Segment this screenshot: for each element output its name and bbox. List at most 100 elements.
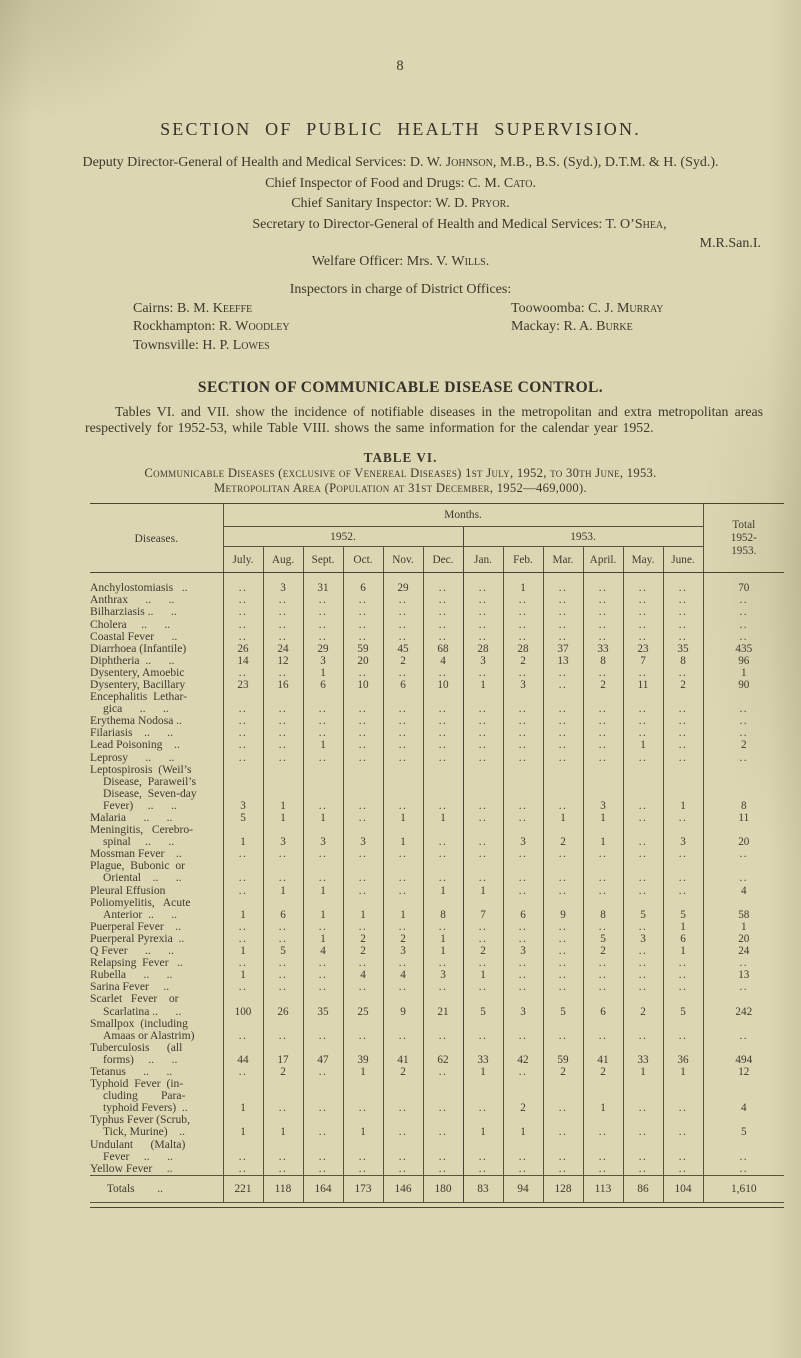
value-cell: .. xyxy=(582,969,623,982)
value-cell: .. xyxy=(422,957,463,970)
value-cell: 2 xyxy=(662,678,704,692)
disease-name-cell: Filariasis .. .. xyxy=(90,726,224,740)
value-cell: .. xyxy=(622,572,663,595)
section-title-communicable-disease-control: SECTION OF COMMUNICABLE DISEASE CONTROL. xyxy=(197,379,604,396)
value-cell: 23 xyxy=(222,678,263,692)
value-cell: .. xyxy=(262,1162,303,1176)
value-cell: .. xyxy=(622,630,663,643)
value-cell: .. xyxy=(302,1078,343,1115)
value-cell: .. xyxy=(542,1017,583,1042)
disease-name-cell: Smallpox (including Amaas or Alastrim) xyxy=(90,1017,224,1042)
value-cell: 68 xyxy=(422,642,463,655)
value-cell: .. xyxy=(622,957,663,970)
value-cell: .. xyxy=(382,691,423,716)
disease-name-line: Mossman Fever .. xyxy=(90,847,182,861)
disease-name-cell: Puerperal Fever .. xyxy=(90,920,224,933)
totals-value-cell: 113 xyxy=(582,1174,623,1203)
value-cell: .. xyxy=(582,1114,623,1139)
disease-name-line: Erythema Nodosa .. xyxy=(90,714,183,728)
value-cell: 2 xyxy=(382,932,423,946)
value-cell: 2 xyxy=(382,1065,423,1079)
value-cell: .. xyxy=(662,957,704,970)
value-cell: .. xyxy=(262,594,303,607)
value-cell: .. xyxy=(422,763,463,812)
value-cell: .. xyxy=(342,1162,383,1176)
disease-name-cell: Relapsing Fever .. xyxy=(90,957,224,970)
value-cell: .. xyxy=(222,848,263,861)
table-row: Filariasis .. ..........................… xyxy=(90,726,785,740)
value-cell: 8 xyxy=(582,654,623,667)
officer-line: Secretary to Director-General of Health … xyxy=(0,215,801,236)
value-cell: 4 xyxy=(302,945,343,958)
value-cell: .. xyxy=(662,969,704,982)
disease-name-cell: Pleural Effusion xyxy=(90,884,224,897)
value-cell: .. xyxy=(302,727,343,740)
total-cell: 12 xyxy=(702,1065,785,1079)
value-cell: .. xyxy=(422,727,463,740)
table-row: Dysentery, Bacillary 23 16 6 10 6 10 1 3.. 2 11 2 90 xyxy=(90,678,785,692)
value-cell: .. xyxy=(382,630,423,643)
value-cell: .. xyxy=(382,1138,423,1163)
disease-name-cell: Erythema Nodosa .. xyxy=(90,714,224,728)
value-cell: 5 xyxy=(622,896,663,921)
officer-post-text: , xyxy=(663,216,667,232)
value-cell: .. xyxy=(542,920,583,933)
disease-name-cell: Diphtheria .. .. xyxy=(90,654,224,667)
value-cell: 12 xyxy=(262,654,303,667)
disease-name-line: Anthrax .. .. xyxy=(90,593,175,607)
value-cell: 1 xyxy=(302,896,343,921)
value-cell: .. xyxy=(302,618,343,631)
value-cell: 33 xyxy=(582,642,623,655)
value-cell: .. xyxy=(502,932,543,946)
total-cell: 5 xyxy=(702,1114,785,1139)
value-cell: 41 xyxy=(382,1041,423,1066)
table-row: Tetanus .. .... 2.. 1 2.. 1.. 2 2 1 1 12 xyxy=(90,1065,785,1079)
total-cell: .. xyxy=(702,981,785,994)
value-cell: 31 xyxy=(302,572,343,595)
value-cell: 2 xyxy=(622,993,663,1018)
disease-name-line: typhoid Fevers) .. xyxy=(103,1101,188,1115)
value-cell: 4 xyxy=(342,969,383,982)
col-header-year-1952: 1952. xyxy=(223,526,463,548)
table-row: Pleural Effusion.. 1 1.... 1 1.......... 4 xyxy=(90,884,785,897)
total-cell: .. xyxy=(702,1138,785,1163)
value-cell: .. xyxy=(582,751,623,764)
value-cell: 6 xyxy=(302,678,343,692)
value-cell: 2 xyxy=(542,824,583,849)
disease-name-line: Malaria .. .. xyxy=(90,811,173,824)
value-cell: .. xyxy=(302,860,343,885)
value-cell: .. xyxy=(382,594,423,607)
value-cell: .. xyxy=(462,572,503,595)
value-cell: .. xyxy=(622,606,663,619)
value-cell: 2 xyxy=(542,1065,583,1079)
table-row: Tuberculosis (all forms) .. .. 44 17 47 39 41 6… xyxy=(90,1041,785,1066)
value-cell: 3 xyxy=(462,654,503,667)
value-cell: .. xyxy=(582,630,623,643)
value-cell: 10 xyxy=(342,678,383,692)
officer-line: Chief Inspector of Food and Drugs: C. M.… xyxy=(0,174,801,195)
value-cell: .. xyxy=(262,691,303,716)
value-cell: 45 xyxy=(382,642,423,655)
value-cell: .. xyxy=(262,606,303,619)
value-cell: .. xyxy=(222,572,263,595)
value-cell: 59 xyxy=(342,642,383,655)
disease-name-line: Filariasis .. .. xyxy=(90,726,174,740)
total-cell: .. xyxy=(702,1017,785,1042)
total-cell: .. xyxy=(702,727,785,740)
total-cell: 2 xyxy=(702,739,785,752)
value-cell: .. xyxy=(422,1065,463,1079)
col-header-month: Oct. xyxy=(342,546,383,574)
value-cell: .. xyxy=(662,1078,704,1115)
value-cell: 1 xyxy=(622,1065,663,1079)
officer-post-text: . xyxy=(506,196,510,211)
value-cell: 1 xyxy=(462,1065,503,1079)
totals-value-cell: 83 xyxy=(462,1174,503,1203)
value-cell: 5 xyxy=(262,945,303,958)
value-cell: 2 xyxy=(342,945,383,958)
value-cell: .. xyxy=(622,812,663,825)
table-vi-heading: TABLE VI. xyxy=(363,449,438,465)
value-cell: 23 xyxy=(622,642,663,655)
total-cell: 13 xyxy=(702,969,785,982)
value-cell: .. xyxy=(622,969,663,982)
